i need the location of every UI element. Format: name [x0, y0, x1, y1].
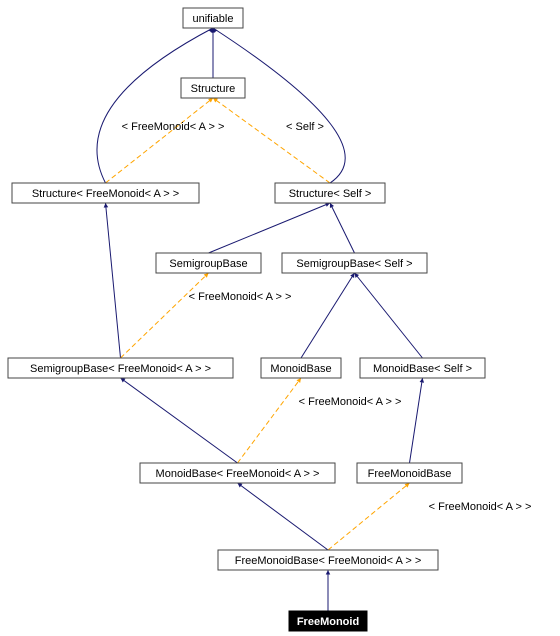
edge — [209, 203, 331, 253]
class-node-label: FreeMonoid — [297, 616, 359, 628]
edge — [238, 378, 302, 463]
edge-arrow — [326, 570, 331, 574]
class-node-label: SemigroupBase — [169, 258, 247, 270]
class-node-label: MonoidBase< FreeMonoid< A > > — [156, 468, 320, 480]
class-node[interactable]: FreeMonoid — [289, 611, 367, 631]
edge — [121, 378, 238, 463]
edge-arrow — [238, 483, 243, 487]
class-node[interactable]: Structure — [181, 78, 245, 98]
class-node[interactable]: SemigroupBase< Self > — [282, 253, 427, 273]
edge-arrow — [121, 378, 126, 382]
edge — [213, 98, 330, 183]
class-node[interactable]: MonoidBase< FreeMonoid< A > > — [140, 463, 335, 483]
edge-label: < FreeMonoid< A > > — [429, 501, 532, 513]
class-hierarchy-diagram: < FreeMonoid< A > > < Self > < FreeMonoid<… — [0, 0, 560, 636]
class-node[interactable]: Structure< FreeMonoid< A > > — [12, 183, 199, 203]
class-node[interactable]: unifiable — [183, 8, 243, 28]
class-node-label: Structure< Self > — [289, 188, 372, 200]
edge — [213, 28, 345, 183]
edge — [106, 203, 121, 358]
edge-arrow — [213, 98, 218, 102]
edge — [330, 203, 355, 253]
edge — [301, 273, 355, 358]
edge-label: < FreeMonoid< A > > — [189, 291, 292, 303]
class-node[interactable]: MonoidBase< Self > — [360, 358, 485, 378]
class-node-label: FreeMonoidBase< FreeMonoid< A > > — [235, 555, 422, 567]
class-node-label: SemigroupBase< Self > — [296, 258, 412, 270]
class-node[interactable]: SemigroupBase< FreeMonoid< A > > — [8, 358, 233, 378]
class-node[interactable]: FreeMonoidBase — [357, 463, 462, 483]
class-node[interactable]: Structure< Self > — [275, 183, 385, 203]
class-node-label: Structure — [191, 83, 236, 95]
edge — [97, 28, 213, 183]
class-node[interactable]: MonoidBase — [261, 358, 341, 378]
edge-arrow — [420, 378, 424, 383]
nodes-layer: unifiable Structure Structure< FreeMonoid<… — [8, 8, 485, 631]
edge — [355, 273, 423, 358]
class-node-label: SemigroupBase< FreeMonoid< A > > — [30, 363, 211, 375]
class-node[interactable]: SemigroupBase — [156, 253, 261, 273]
edge — [106, 98, 214, 183]
class-node-label: MonoidBase< Self > — [373, 363, 472, 375]
class-node-label: unifiable — [193, 13, 234, 25]
edge-label: < FreeMonoid< A > > — [122, 121, 225, 133]
edges-layer — [97, 28, 424, 611]
edge-label: < Self > — [286, 121, 324, 133]
edge-label: < FreeMonoid< A > > — [299, 396, 402, 408]
class-node[interactable]: FreeMonoidBase< FreeMonoid< A > > — [218, 550, 438, 570]
class-node-label: FreeMonoidBase — [368, 468, 452, 480]
class-node-label: MonoidBase — [270, 363, 331, 375]
edge — [121, 273, 209, 358]
edge — [410, 378, 423, 463]
class-node-label: Structure< FreeMonoid< A > > — [32, 188, 179, 200]
edge-arrow — [297, 378, 301, 383]
edge — [328, 483, 410, 550]
edge-arrow — [104, 203, 109, 208]
edge — [238, 483, 329, 550]
